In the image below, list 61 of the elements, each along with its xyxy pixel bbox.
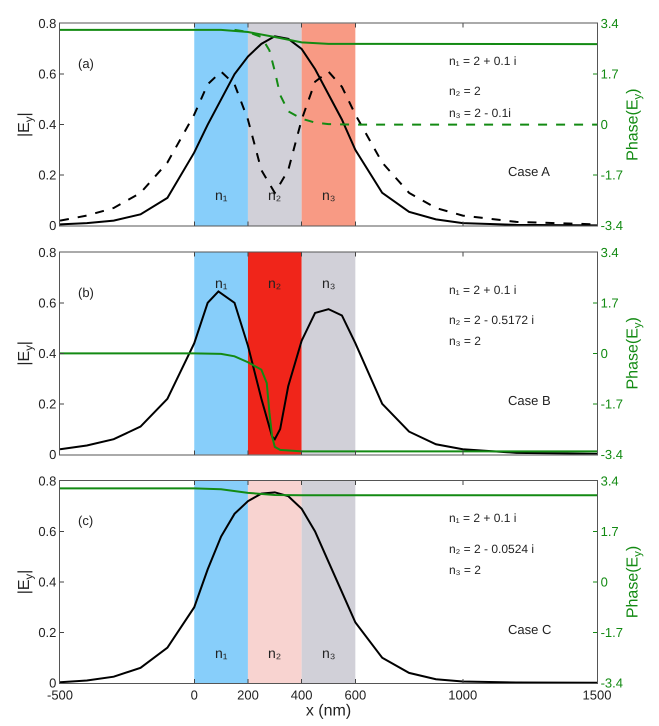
band-label: n₁ <box>215 275 228 291</box>
annotation: n₂ = 2 - 0.0524 i <box>449 542 534 556</box>
y-tick-label: 0.4 <box>38 346 56 361</box>
annotation: n₃ = 2 <box>449 563 482 577</box>
y-tick-label: 0.2 <box>38 396 56 412</box>
y-tick-label: 0.8 <box>38 244 56 260</box>
annotation: (a) <box>78 56 94 71</box>
y-tick-label: 0.2 <box>38 168 56 183</box>
x-tick-label: 200 <box>237 688 259 703</box>
band-label: n₃ <box>322 187 336 203</box>
y2-tick-label: 3.4 <box>600 16 619 32</box>
annotation: Case C <box>508 622 552 637</box>
x-tick-label: 400 <box>290 688 312 703</box>
line-series <box>60 491 597 683</box>
y-tick-label: 0.8 <box>38 474 56 489</box>
y-tick-label: 0.6 <box>38 66 56 82</box>
annotation: Case A <box>508 164 550 179</box>
y2-tick-label: -3.4 <box>600 446 624 462</box>
annotation: n₂ = 2 - 0.5172 i <box>449 313 534 327</box>
band-label: n₂ <box>268 275 282 291</box>
annotation: n₃ = 2 <box>449 334 482 348</box>
y-tick-label: 0.4 <box>38 574 56 590</box>
y2-tick-label: 3.4 <box>600 474 619 489</box>
y2-tick-label: 1.7 <box>600 524 619 540</box>
y-tick-label: 0 <box>49 446 56 462</box>
x-tick-label: 1000 <box>448 688 478 703</box>
annotation: n₁ = 2 + 0.1 i <box>449 54 516 68</box>
annotation: n₁ = 2 + 0.1 i <box>449 511 516 525</box>
x-axis-title: x (nm) <box>306 702 352 720</box>
y2-tick-label: 3.4 <box>600 244 619 260</box>
annotation: (b) <box>78 285 94 300</box>
band-label: n₁ <box>215 187 228 203</box>
annotation: (c) <box>78 513 94 528</box>
y-tick-label: 0.6 <box>38 524 56 540</box>
y-tick-label: 0.6 <box>38 295 56 310</box>
y-tick-label: 0.8 <box>38 16 56 32</box>
y2-tick-label: 0 <box>600 117 608 132</box>
x-tick-label: 0 <box>190 688 198 703</box>
x-tick-label: 600 <box>344 688 366 703</box>
line-series <box>60 352 597 452</box>
band-label: n₃ <box>322 275 336 291</box>
annotation: n₁ = 2 + 0.1 i <box>449 283 516 297</box>
y-tick-label: 0.4 <box>38 117 56 132</box>
y2-tick-label: 1.7 <box>600 295 619 310</box>
band-label: n₂ <box>268 187 282 203</box>
y2-tick-label: 1.7 <box>600 66 619 82</box>
annotation: n₂ = 2 <box>449 84 482 98</box>
band-label: n₂ <box>268 645 282 661</box>
y-tick-label: 0.2 <box>38 625 56 640</box>
annotation: Case B <box>508 393 551 408</box>
y2-tick-label: -1.7 <box>600 625 624 640</box>
y2-tick-label: 0 <box>600 346 608 361</box>
y2-tick-label: -1.7 <box>600 396 624 412</box>
y2-tick-label: -1.7 <box>600 168 624 183</box>
y2-tick-label: -3.4 <box>600 218 624 234</box>
annotation: n₃ = 2 - 0.1i <box>449 106 511 120</box>
y-tick-label: 0 <box>49 218 56 234</box>
band-label: n₁ <box>215 645 228 661</box>
band-label: n₃ <box>322 645 336 661</box>
line-series <box>60 487 597 496</box>
y2-tick-label: 0 <box>600 574 608 590</box>
